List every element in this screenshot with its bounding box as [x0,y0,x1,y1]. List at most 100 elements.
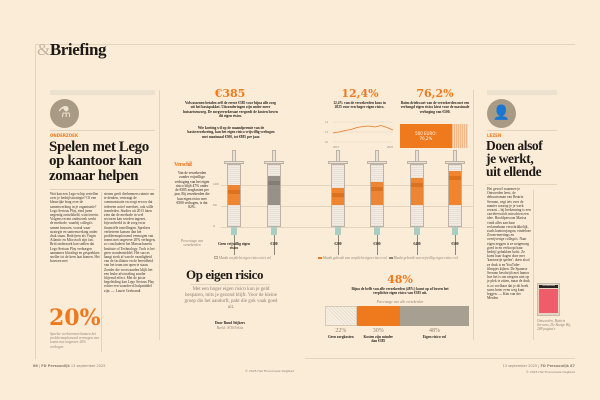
center-right-rule [473,90,474,340]
legend-text: Maakt gebruik van vrijwillig eigen risic… [393,256,458,260]
barrel [331,164,345,227]
flange [407,161,427,164]
share-bar: 500 EURO: 76,2% [400,124,468,148]
segment-pct: 22% [335,328,347,334]
footer-center: © 2025 Het Financieele Dagblad [245,369,295,373]
x-tick: 2025 [387,145,394,149]
stat-385: €385 [214,87,246,100]
syringe-label: €300 [373,242,381,246]
segment-pct: 30% [372,328,384,334]
publication: FD Persoonlijk [540,364,570,368]
syringe-label: Geen vrijwillig eigen risico [218,242,250,251]
infographic-title: Op eigen risico [186,267,264,282]
amp: & [37,40,50,59]
left-body-col1: Wat kan een Lego-schip vertellen over je… [50,192,100,264]
flange [224,161,244,164]
stat-124: 12,4% [341,87,379,100]
footer-right-copy: © 2025 Het Financieele Dagblad [525,370,575,374]
barrel [267,164,281,227]
section-title: &Briefing [37,40,107,59]
segment-label: 30% Kosten zijn minder dan €385 [361,328,395,344]
footer-right: 13 september 2025 | FD Persoonlijk 87 [502,364,575,368]
infographic-subtitle: Met een hoger eigen risico kun je geld b… [184,287,278,310]
legend-left-text: Maakt verplicht eigen risico niet vol [218,256,272,260]
flange [445,161,465,164]
headline-line: Doen alsof [486,138,543,153]
segment-text: Kosten zijn minder dan €385 [363,335,394,344]
syringe-label: €500 [451,242,459,246]
left-body-col2: stenen geeft deelnemers ruimte om te den… [104,192,156,293]
legend-swatch [214,256,218,259]
title-rule [190,284,270,285]
person-reading-icon: 👤 [487,99,516,128]
stat-762: 76,2% [416,87,454,100]
stat-48-note: Percentage van alle verzekerden [376,300,424,304]
top-rule [35,44,575,45]
right-headline: Doen alsof je werkt, uit ellende [486,138,543,179]
flange [264,161,284,164]
left-label: ONDERZOEK [50,133,79,138]
needle-hub [271,227,277,235]
needle-hub [452,227,458,235]
right-label: LEZEN [487,133,502,138]
flange [367,161,387,164]
book-title: ONTWERDEN [539,285,558,288]
right-body: Het gevoel waarmee je Ontwerden leest, d… [487,187,531,301]
center-left-rule [159,90,160,340]
stat-762-text: Ruim driekwart van de verzekerden met ee… [400,101,470,114]
needle [233,235,235,255]
stat-124-text: 12,4% van de verzekerden koos in 2025 vo… [333,101,386,110]
x-tick: 2015 [333,145,340,149]
needle-hub [374,227,380,235]
book-cover: ONTWERDEN [537,283,560,316]
gridline [221,185,473,186]
stat-385-text2: Wie korting wil op de maandpremie van de… [187,126,275,139]
syringe-label: €400 [413,242,421,246]
byline: Door Ruud Stijkers [214,321,246,325]
page-number: 87 [570,364,575,368]
syringe [325,150,351,255]
legend-swatch-grey [388,257,393,259]
bar-label: 500 EURO: [415,131,437,136]
bottom-rule [305,358,575,359]
share-bar-fill: 500 EURO: 76,2% [400,124,452,148]
stat-48-text: Bijna de helft van alle verzekerden (48%… [351,287,449,296]
left-stat-caption: Speelse werkvormen kunnen het probleemop… [50,332,99,349]
gridline [221,206,473,207]
footer-left: 86 | FD Persoonlijk 13 september 2025 [33,364,106,368]
date: 13 september 2025 [70,364,106,368]
syringe [364,150,390,255]
syringe [221,150,247,255]
gridline [221,227,473,228]
line-chart: 14 12 10 2015 2025 [325,120,394,149]
page-number: 86 [33,364,38,368]
stat-48: 48% [387,273,413,286]
syringe-fill [268,176,280,205]
needle-hub [414,227,420,235]
bar-pct: 76,2% [419,136,433,141]
right-col-rule [533,190,534,340]
right-bar [487,90,557,95]
publication: FD Persoonlijk [41,364,70,368]
headline-line: zomaar helpen [49,167,139,184]
y-tick: 10 [325,140,329,144]
date: 13 september 2025 [502,364,538,368]
barrel [227,164,241,227]
segment [325,306,357,326]
y-tick: 12 [325,130,329,134]
syringe-fill [228,185,240,205]
segment [399,306,469,326]
segment-text: Geen zorgkosten [328,335,354,339]
left-divider [50,130,155,131]
barrel [370,164,384,227]
right-divider-2 [487,184,557,185]
y-tick: 14 [325,120,329,124]
col-rule [101,192,102,352]
syringe-label: €100 [270,242,278,246]
headline-line: op kantoor kan [49,153,142,170]
needle [337,235,339,255]
briefing-title: Briefing [49,40,107,59]
verschil-note: Percentage van verzekerden [180,239,204,248]
headline-line: uit ellende [486,163,542,179]
legend-right: Maakt gebruik van verplicht eigen risico… [318,256,470,260]
